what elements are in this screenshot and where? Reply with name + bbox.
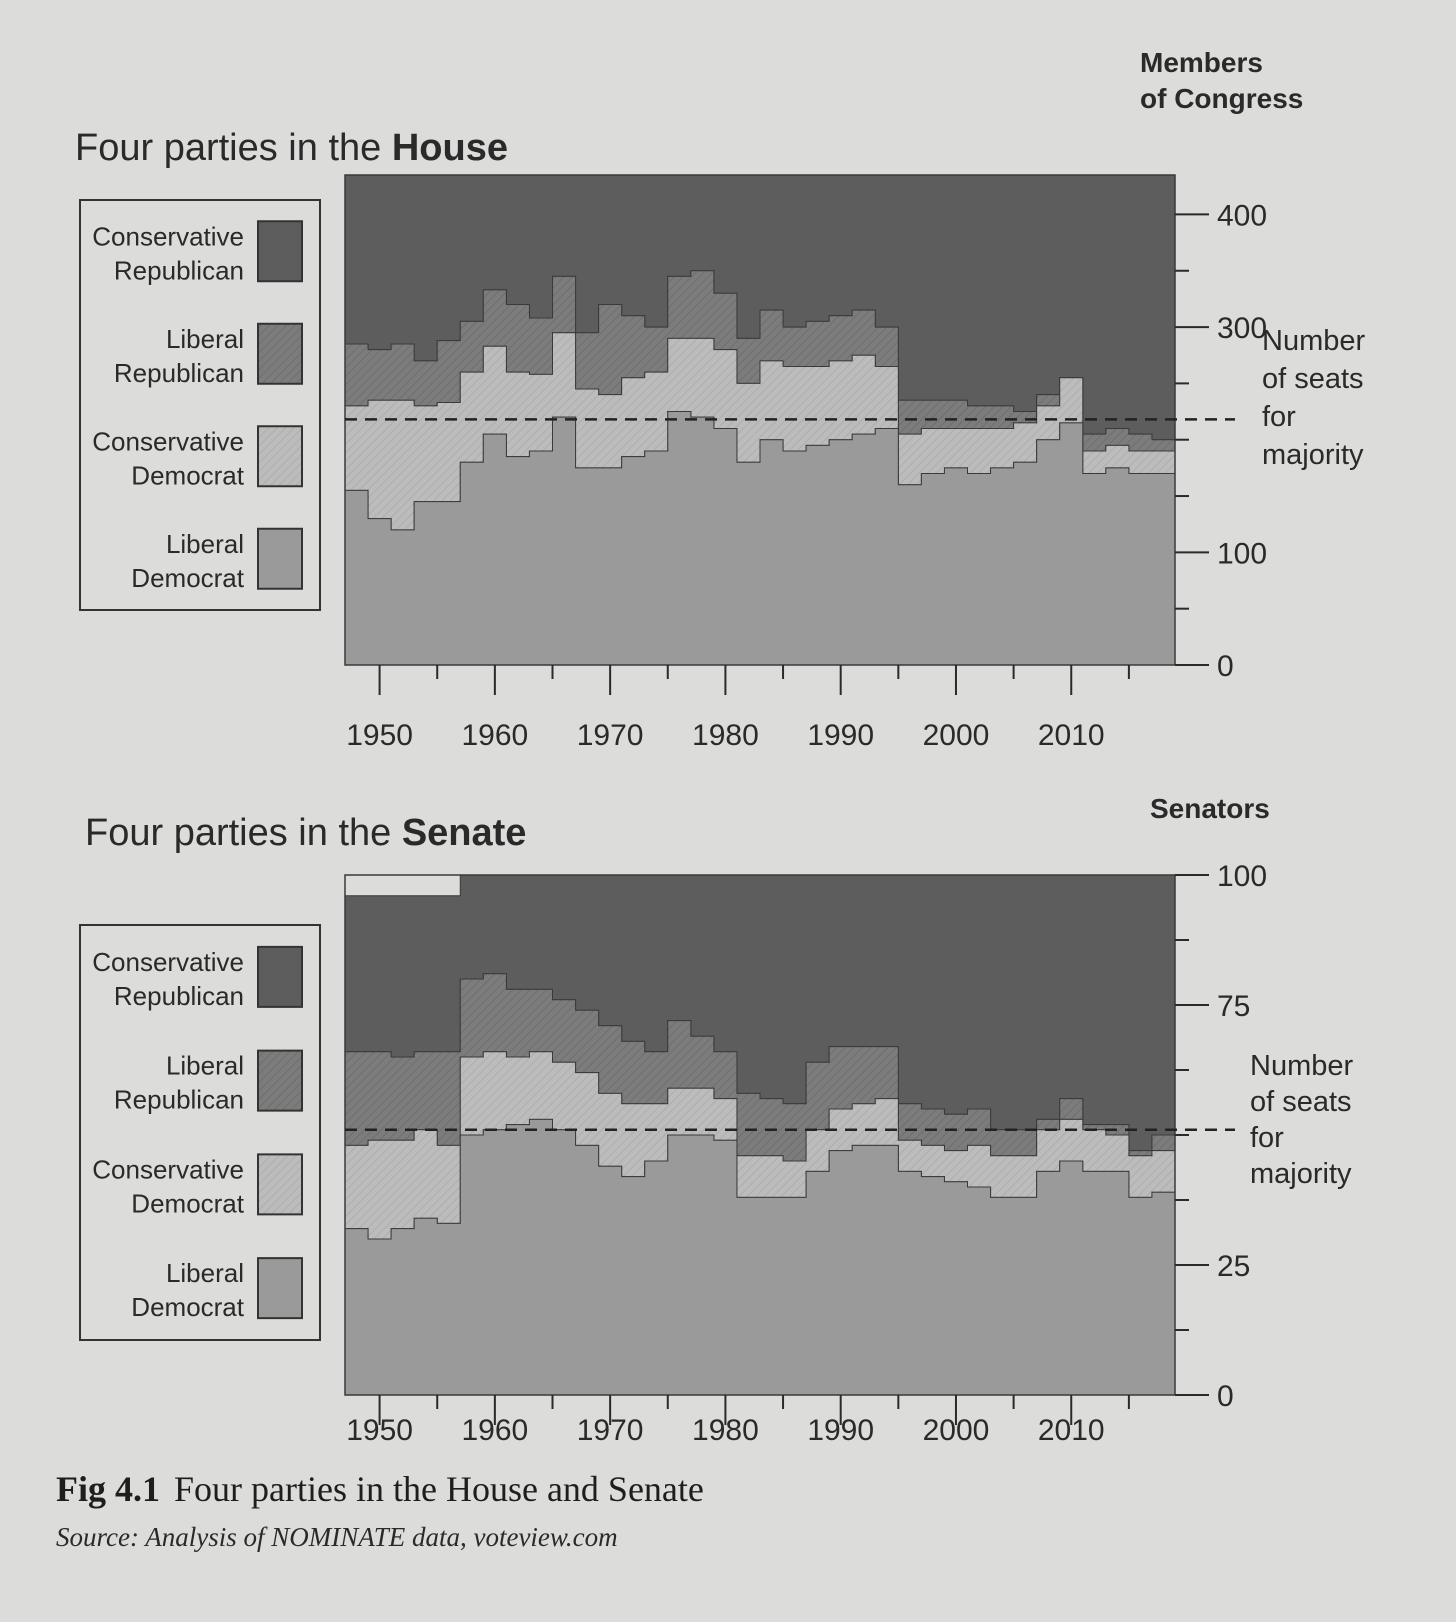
- senate-majority-annotation: of seats: [1250, 1086, 1352, 1118]
- house-y-axis-label-line2: of Congress: [1140, 83, 1303, 114]
- house-majority-annotation: majority: [1262, 439, 1364, 471]
- house-legend-box: [79, 199, 321, 611]
- senate-x-tick-label: 2000: [923, 1414, 990, 1447]
- senate-legend-swatch: [257, 1049, 303, 1112]
- house-legend-label: Conservative: [92, 426, 244, 456]
- house-legend-label: Democrat: [131, 460, 244, 490]
- senate-legend-swatch: [257, 945, 303, 1008]
- house-majority-annotation: for: [1262, 401, 1296, 433]
- figure-source: Source: Analysis of NOMINATE data, votev…: [56, 1522, 618, 1552]
- house-legend-swatch: [257, 220, 303, 283]
- house-legend-label: Liberal: [166, 324, 244, 354]
- senate-y-tick-label: 0: [1217, 1380, 1234, 1413]
- house-y-tick-label: 300: [1217, 312, 1267, 345]
- senate-y-tick-label: 25: [1217, 1250, 1250, 1283]
- house-majority-annotation: Number: [1262, 325, 1365, 357]
- senate-legend-swatch: [257, 1257, 303, 1320]
- senate-legend-label: Republican: [114, 981, 244, 1011]
- house-legend-label: Republican: [114, 358, 244, 388]
- senate-y-tick-label: 100: [1217, 860, 1267, 893]
- senate-x-tick-label: 1990: [807, 1414, 874, 1447]
- house-x-tick-label: 1950: [346, 719, 413, 752]
- house-legend-label: Democrat: [131, 563, 244, 593]
- senate-title-prefix: Four parties in the: [85, 812, 402, 854]
- senate-legend-swatch: [257, 1153, 303, 1216]
- figure-number: Fig 4.1: [56, 1469, 160, 1509]
- figure-caption: Fig 4.1 Four parties in the House and Sen…: [56, 1468, 704, 1510]
- house-x-tick-label: 2010: [1038, 719, 1105, 752]
- house-legend-label: Conservative: [92, 221, 244, 251]
- senate-legend-box: [79, 924, 321, 1341]
- senate-legend-label: Liberal: [166, 1051, 244, 1081]
- house-y-tick-label: 100: [1217, 537, 1267, 570]
- senate-majority-annotation: majority: [1250, 1158, 1352, 1190]
- senate-legend-label: Democrat: [131, 1292, 244, 1322]
- house-title-prefix: Four parties in the: [75, 127, 392, 169]
- senate-x-tick-label: 1960: [461, 1414, 528, 1447]
- house-y-tick-label: 0: [1217, 650, 1234, 683]
- senate-y-axis-label-line1: Senators: [1150, 793, 1270, 824]
- senate-x-tick-label: 1980: [692, 1414, 759, 1447]
- senate-x-tick-label: 1970: [577, 1414, 644, 1447]
- house-x-tick-label: 1960: [461, 719, 528, 752]
- senate-legend-label: Republican: [114, 1085, 244, 1115]
- senate-chart-title: Four parties in the Senate: [85, 812, 526, 854]
- senate-legend-label: Liberal: [166, 1258, 244, 1288]
- house-legend-swatch: [257, 527, 303, 590]
- senate-title-bold: Senate: [402, 812, 527, 854]
- senate-legend-label: Democrat: [131, 1188, 244, 1218]
- senate-majority-annotation: Number: [1250, 1050, 1353, 1082]
- house-x-tick-label: 1980: [692, 719, 759, 752]
- house-majority-annotation: of seats: [1262, 363, 1364, 395]
- senate-x-tick-label: 1950: [346, 1414, 413, 1447]
- senate-legend-label: Conservative: [92, 947, 244, 977]
- figure-caption-text: Four parties in the House and Senate: [174, 1469, 704, 1509]
- house-x-tick-label: 1990: [807, 719, 874, 752]
- senate-majority-annotation: for: [1250, 1122, 1284, 1154]
- house-legend-label: Republican: [114, 255, 244, 285]
- senate-y-tick-label: 75: [1217, 990, 1250, 1023]
- senate-x-tick-label: 2010: [1038, 1414, 1105, 1447]
- house-y-tick-label: 400: [1217, 199, 1267, 232]
- house-legend-swatch: [257, 425, 303, 488]
- senate-legend-label: Conservative: [92, 1154, 244, 1184]
- house-x-tick-label: 2000: [923, 719, 990, 752]
- house-y-axis-label-line1: Members: [1140, 47, 1263, 78]
- house-legend-swatch: [257, 322, 303, 385]
- house-x-tick-label: 1970: [577, 719, 644, 752]
- house-legend-label: Liberal: [166, 529, 244, 559]
- house-title-bold: House: [392, 127, 508, 169]
- house-chart-title: Four parties in the House: [75, 127, 508, 169]
